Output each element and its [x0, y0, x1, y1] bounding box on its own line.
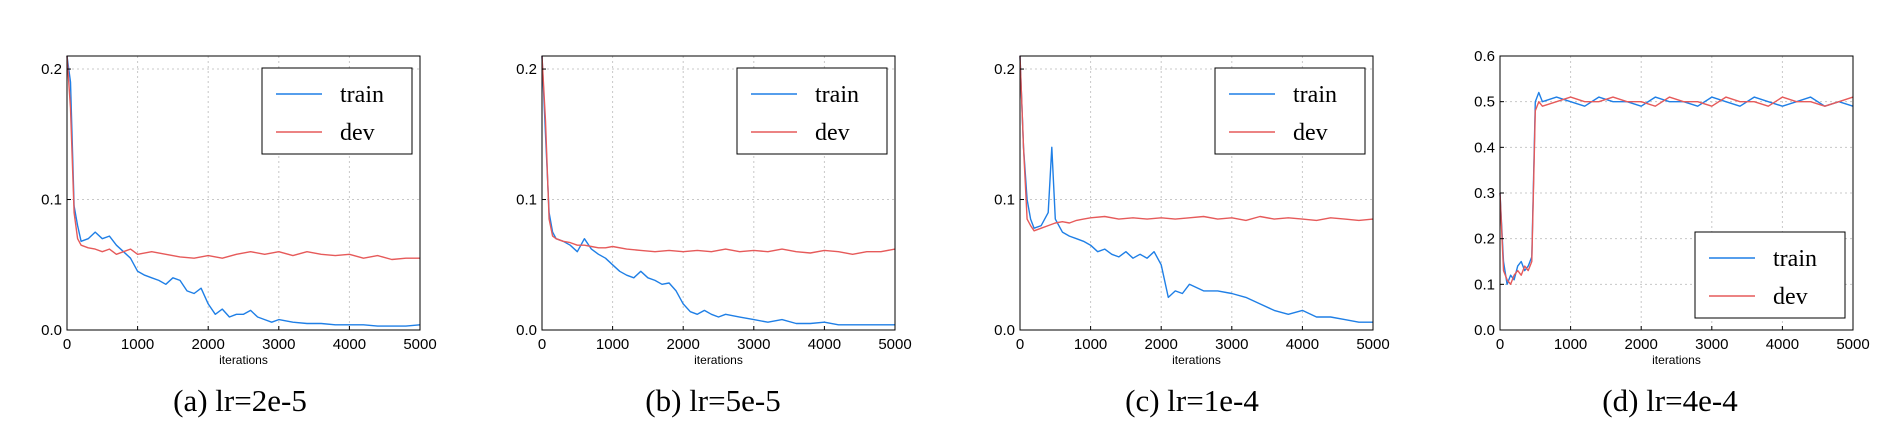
- x-tick-label: 5000: [1836, 336, 1869, 353]
- x-tick-label: 2000: [1625, 336, 1658, 353]
- legend-label-dev: dev: [1773, 284, 1808, 310]
- legend-label-train: train: [1293, 82, 1337, 108]
- x-axis-label: iterations: [694, 353, 743, 367]
- y-tick-label: 0.2: [1474, 231, 1495, 248]
- x-tick-label: 3000: [737, 336, 770, 353]
- x-tick-label: 4000: [333, 336, 366, 353]
- series-line-dev: [541, 55, 896, 256]
- legend-label-train: train: [340, 82, 384, 108]
- x-tick-label: 5000: [1356, 336, 1389, 353]
- panel-c: 0 1000 2000 3000 4000 5000 0.0 0.1 0.2 iterations…: [994, 55, 1390, 418]
- legend-box: [1694, 231, 1846, 319]
- y-tick-label: 0.4: [1474, 139, 1495, 156]
- y-tick-label: 0.0: [994, 322, 1015, 339]
- y-tick-label: 0.0: [516, 322, 537, 339]
- plot-frame: [1019, 55, 1374, 331]
- series-line-train: [541, 55, 895, 326]
- x-tick-label: 1000: [1074, 336, 1107, 353]
- panel-caption: (d) lr=4e-4: [1602, 383, 1738, 418]
- y-tick-label: 0.2: [41, 61, 62, 78]
- x-tick-label: 4000: [808, 336, 841, 353]
- series-line-dev: [66, 55, 420, 261]
- x-tick-label: 1000: [121, 336, 154, 353]
- x-tick-label: 2000: [1145, 336, 1178, 353]
- panel-b: 0 1000 2000 3000 4000 5000 0.0 0.1 0.2 iterations…: [516, 55, 912, 418]
- legend-box: [1214, 67, 1366, 155]
- x-axis-label: iterations: [219, 353, 268, 367]
- y-tick-label: 0.3: [1474, 185, 1495, 202]
- legend-label-train: train: [815, 82, 859, 108]
- panel-d: 0 1000 2000 3000 4000 5000 0.0 0.1 0.2 0.3 0.4 0.5 0…: [1474, 48, 1870, 418]
- y-tick-label: 0.2: [994, 61, 1015, 78]
- x-tick-label: 2000: [667, 336, 700, 353]
- x-tick-label: 0: [63, 336, 71, 353]
- x-axis-label: iterations: [1172, 353, 1221, 367]
- plot-frame: [541, 55, 896, 331]
- y-tick-label: 0.1: [516, 192, 537, 209]
- y-tick-label: 0.0: [1474, 322, 1495, 339]
- x-tick-label: 1000: [596, 336, 629, 353]
- x-tick-label: 4000: [1286, 336, 1319, 353]
- legend-label-train: train: [1773, 246, 1817, 272]
- y-tick-label: 0.2: [516, 61, 537, 78]
- panel-a: 0 1000 2000 3000 4000 5000 0.0 0.1 0.2 iterations…: [41, 55, 437, 418]
- x-tick-label: 3000: [262, 336, 295, 353]
- y-tick-label: 0.1: [1474, 276, 1495, 293]
- x-tick-label: 4000: [1766, 336, 1799, 353]
- x-tick-label: 0: [538, 336, 546, 353]
- x-tick-label: 0: [1496, 336, 1504, 353]
- y-tick-label: 0.5: [1474, 94, 1495, 111]
- series-line-train: [1019, 55, 1373, 323]
- x-tick-label: 0: [1016, 336, 1024, 353]
- x-tick-label: 3000: [1215, 336, 1248, 353]
- x-tick-label: 5000: [403, 336, 436, 353]
- y-tick-label: 0.1: [994, 192, 1015, 209]
- legend-box: [736, 67, 888, 155]
- legend-label-dev: dev: [815, 120, 850, 146]
- panel-caption: (b) lr=5e-5: [645, 383, 780, 418]
- x-tick-label: 3000: [1695, 336, 1728, 353]
- legend-label-dev: dev: [340, 120, 375, 146]
- x-axis-label: iterations: [1652, 353, 1701, 367]
- legend-label-dev: dev: [1293, 120, 1328, 146]
- legend-box: [261, 67, 413, 155]
- y-tick-label: 0.6: [1474, 48, 1495, 65]
- panel-caption: (c) lr=1e-4: [1125, 383, 1259, 418]
- x-tick-label: 5000: [878, 336, 911, 353]
- panel-caption: (a) lr=2e-5: [173, 383, 307, 418]
- y-tick-label: 0.1: [41, 192, 62, 209]
- plot-frame: [66, 55, 421, 331]
- x-tick-label: 1000: [1554, 336, 1587, 353]
- series-line-train: [66, 55, 421, 327]
- x-tick-label: 2000: [192, 336, 225, 353]
- series-line-dev: [1499, 96, 1854, 285]
- y-tick-label: 0.0: [41, 322, 62, 339]
- series-line-dev: [1019, 55, 1374, 232]
